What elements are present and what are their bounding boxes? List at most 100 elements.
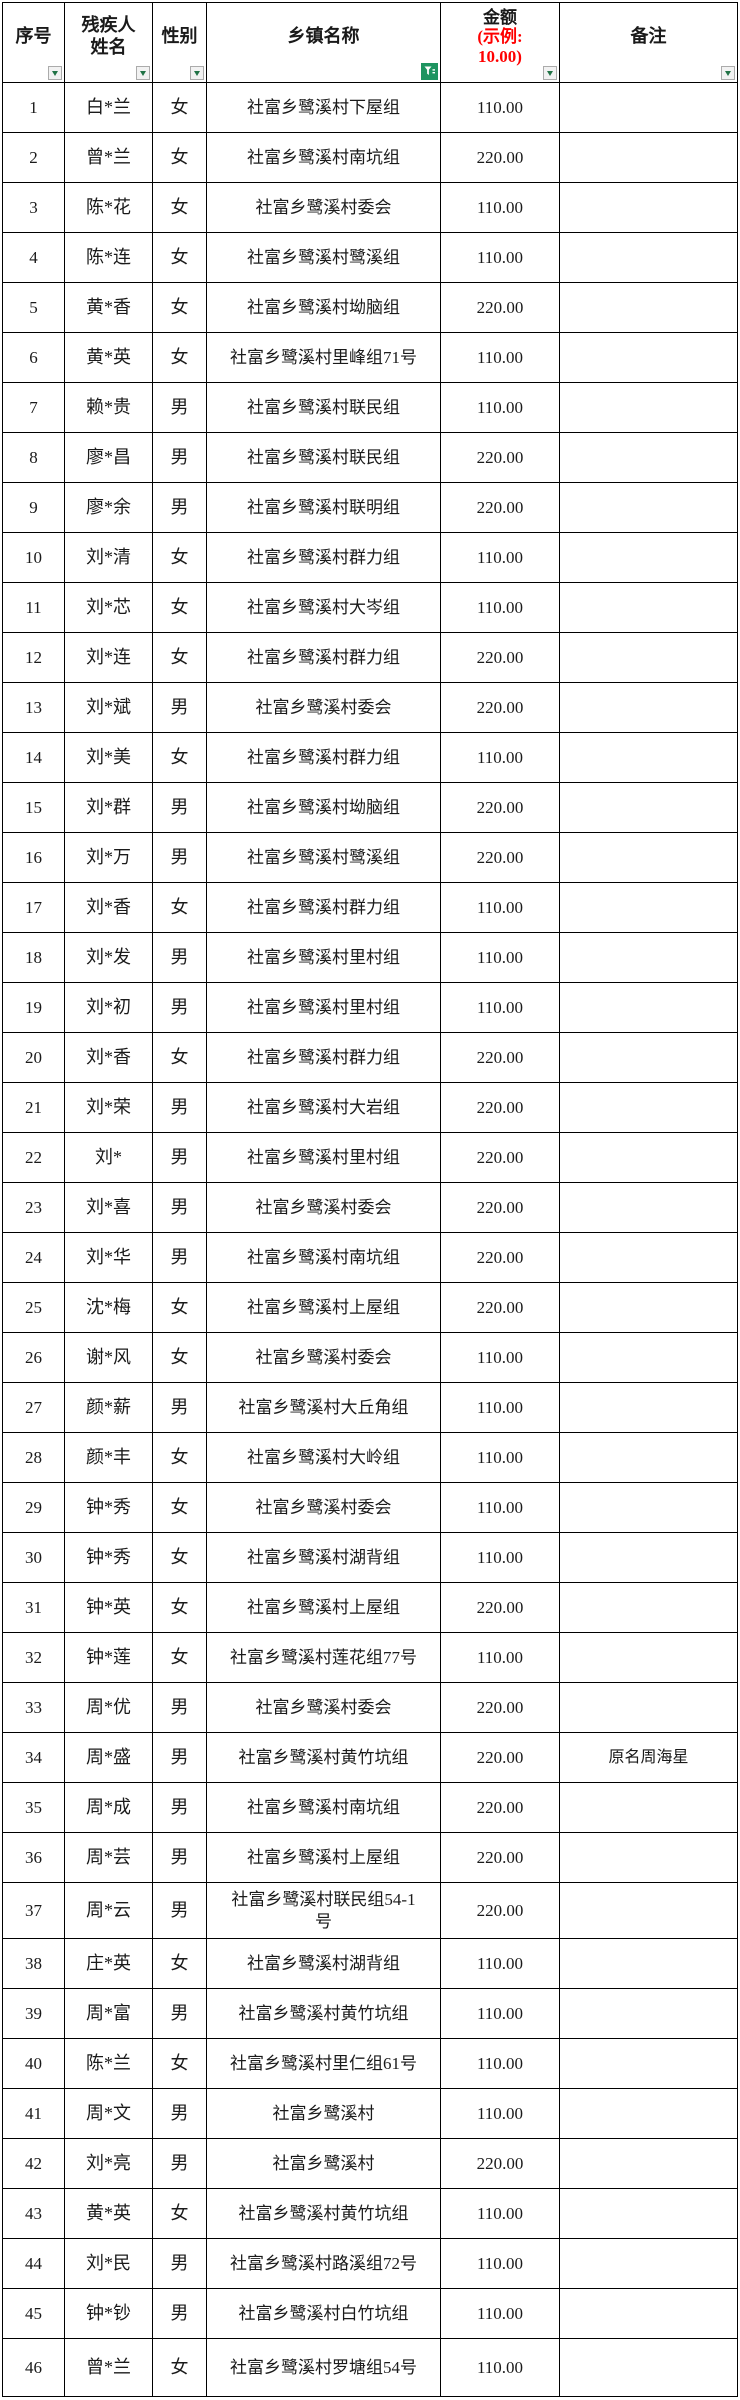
cell-name-row-33[interactable]: 周*优 xyxy=(65,1683,153,1733)
cell-gender-row-20[interactable]: 女 xyxy=(153,1033,207,1083)
cell-no-row-14[interactable]: 14 xyxy=(3,733,65,783)
cell-remark-row-42[interactable] xyxy=(560,2139,738,2189)
cell-no-row-25[interactable]: 25 xyxy=(3,1283,65,1333)
cell-name-row-35[interactable]: 周*成 xyxy=(65,1783,153,1833)
cell-gender-row-4[interactable]: 女 xyxy=(153,233,207,283)
cell-township-row-45[interactable]: 社富乡鹭溪村白竹坑组 xyxy=(207,2289,441,2339)
cell-amount-row-11[interactable]: 110.00 xyxy=(441,583,560,633)
cell-no-row-42[interactable]: 42 xyxy=(3,2139,65,2189)
cell-name-row-7[interactable]: 赖*贵 xyxy=(65,383,153,433)
cell-no-row-13[interactable]: 13 xyxy=(3,683,65,733)
cell-name-row-17[interactable]: 刘*香 xyxy=(65,883,153,933)
cell-name-row-15[interactable]: 刘*群 xyxy=(65,783,153,833)
cell-remark-row-1[interactable] xyxy=(560,83,738,133)
cell-name-row-43[interactable]: 黄*英 xyxy=(65,2189,153,2239)
cell-remark-row-22[interactable] xyxy=(560,1133,738,1183)
cell-name-row-8[interactable]: 廖*昌 xyxy=(65,433,153,483)
cell-name-row-26[interactable]: 谢*风 xyxy=(65,1333,153,1383)
cell-no-row-5[interactable]: 5 xyxy=(3,283,65,333)
cell-township-row-17[interactable]: 社富乡鹭溪村群力组 xyxy=(207,883,441,933)
cell-gender-row-33[interactable]: 男 xyxy=(153,1683,207,1733)
filter-dropdown-gender[interactable] xyxy=(190,66,204,80)
cell-no-row-45[interactable]: 45 xyxy=(3,2289,65,2339)
cell-township-row-43[interactable]: 社富乡鹭溪村黄竹坑组 xyxy=(207,2189,441,2239)
cell-amount-row-14[interactable]: 110.00 xyxy=(441,733,560,783)
cell-township-row-8[interactable]: 社富乡鹭溪村联民组 xyxy=(207,433,441,483)
cell-township-row-29[interactable]: 社富乡鹭溪村委会 xyxy=(207,1483,441,1533)
cell-name-row-4[interactable]: 陈*连 xyxy=(65,233,153,283)
cell-township-row-34[interactable]: 社富乡鹭溪村黄竹坑组 xyxy=(207,1733,441,1783)
cell-amount-row-13[interactable]: 220.00 xyxy=(441,683,560,733)
cell-name-row-16[interactable]: 刘*万 xyxy=(65,833,153,883)
cell-remark-row-21[interactable] xyxy=(560,1083,738,1133)
cell-remark-row-4[interactable] xyxy=(560,233,738,283)
cell-remark-row-9[interactable] xyxy=(560,483,738,533)
cell-remark-row-23[interactable] xyxy=(560,1183,738,1233)
cell-no-row-36[interactable]: 36 xyxy=(3,1833,65,1883)
cell-township-row-31[interactable]: 社富乡鹭溪村上屋组 xyxy=(207,1583,441,1633)
cell-no-row-17[interactable]: 17 xyxy=(3,883,65,933)
cell-township-row-13[interactable]: 社富乡鹭溪村委会 xyxy=(207,683,441,733)
cell-amount-row-25[interactable]: 220.00 xyxy=(441,1283,560,1333)
cell-amount-row-36[interactable]: 220.00 xyxy=(441,1833,560,1883)
cell-amount-row-20[interactable]: 220.00 xyxy=(441,1033,560,1083)
cell-gender-row-1[interactable]: 女 xyxy=(153,83,207,133)
cell-gender-row-21[interactable]: 男 xyxy=(153,1083,207,1133)
cell-name-row-3[interactable]: 陈*花 xyxy=(65,183,153,233)
cell-name-row-9[interactable]: 廖*余 xyxy=(65,483,153,533)
cell-remark-row-39[interactable] xyxy=(560,1989,738,2039)
cell-township-row-5[interactable]: 社富乡鹭溪村坳脑组 xyxy=(207,283,441,333)
cell-remark-row-13[interactable] xyxy=(560,683,738,733)
cell-remark-row-17[interactable] xyxy=(560,883,738,933)
cell-gender-row-25[interactable]: 女 xyxy=(153,1283,207,1333)
cell-name-row-23[interactable]: 刘*喜 xyxy=(65,1183,153,1233)
cell-remark-row-7[interactable] xyxy=(560,383,738,433)
cell-gender-row-46[interactable]: 女 xyxy=(153,2339,207,2397)
cell-name-row-18[interactable]: 刘*发 xyxy=(65,933,153,983)
cell-amount-row-22[interactable]: 220.00 xyxy=(441,1133,560,1183)
cell-amount-row-35[interactable]: 220.00 xyxy=(441,1783,560,1833)
cell-no-row-18[interactable]: 18 xyxy=(3,933,65,983)
cell-township-row-2[interactable]: 社富乡鹭溪村南坑组 xyxy=(207,133,441,183)
cell-township-row-10[interactable]: 社富乡鹭溪村群力组 xyxy=(207,533,441,583)
cell-township-row-38[interactable]: 社富乡鹭溪村湖背组 xyxy=(207,1939,441,1989)
cell-amount-row-37[interactable]: 220.00 xyxy=(441,1883,560,1939)
cell-amount-row-34[interactable]: 220.00 xyxy=(441,1733,560,1783)
cell-amount-row-41[interactable]: 110.00 xyxy=(441,2089,560,2139)
cell-township-row-40[interactable]: 社富乡鹭溪村里仁组61号 xyxy=(207,2039,441,2089)
cell-no-row-22[interactable]: 22 xyxy=(3,1133,65,1183)
cell-name-row-13[interactable]: 刘*斌 xyxy=(65,683,153,733)
cell-township-row-37[interactable]: 社富乡鹭溪村联民组54-1 号 xyxy=(207,1883,441,1939)
cell-no-row-10[interactable]: 10 xyxy=(3,533,65,583)
cell-name-row-34[interactable]: 周*盛 xyxy=(65,1733,153,1783)
cell-remark-row-14[interactable] xyxy=(560,733,738,783)
cell-no-row-26[interactable]: 26 xyxy=(3,1333,65,1383)
cell-name-row-32[interactable]: 钟*莲 xyxy=(65,1633,153,1683)
cell-remark-row-28[interactable] xyxy=(560,1433,738,1483)
cell-gender-row-40[interactable]: 女 xyxy=(153,2039,207,2089)
cell-no-row-8[interactable]: 8 xyxy=(3,433,65,483)
cell-remark-row-33[interactable] xyxy=(560,1683,738,1733)
cell-gender-row-6[interactable]: 女 xyxy=(153,333,207,383)
cell-gender-row-9[interactable]: 男 xyxy=(153,483,207,533)
cell-remark-row-15[interactable] xyxy=(560,783,738,833)
cell-name-row-6[interactable]: 黄*英 xyxy=(65,333,153,383)
cell-remark-row-18[interactable] xyxy=(560,933,738,983)
cell-amount-row-3[interactable]: 110.00 xyxy=(441,183,560,233)
cell-remark-row-12[interactable] xyxy=(560,633,738,683)
cell-name-row-10[interactable]: 刘*清 xyxy=(65,533,153,583)
cell-amount-row-39[interactable]: 110.00 xyxy=(441,1989,560,2039)
cell-remark-row-34[interactable]: 原名周海星 xyxy=(560,1733,738,1783)
cell-gender-row-5[interactable]: 女 xyxy=(153,283,207,333)
cell-amount-row-8[interactable]: 220.00 xyxy=(441,433,560,483)
cell-township-row-28[interactable]: 社富乡鹭溪村大岭组 xyxy=(207,1433,441,1483)
cell-township-row-3[interactable]: 社富乡鹭溪村委会 xyxy=(207,183,441,233)
cell-gender-row-18[interactable]: 男 xyxy=(153,933,207,983)
cell-no-row-24[interactable]: 24 xyxy=(3,1233,65,1283)
cell-no-row-37[interactable]: 37 xyxy=(3,1883,65,1939)
cell-no-row-20[interactable]: 20 xyxy=(3,1033,65,1083)
cell-township-row-42[interactable]: 社富乡鹭溪村 xyxy=(207,2139,441,2189)
cell-amount-row-46[interactable]: 110.00 xyxy=(441,2339,560,2397)
cell-township-row-15[interactable]: 社富乡鹭溪村坳脑组 xyxy=(207,783,441,833)
cell-amount-row-15[interactable]: 220.00 xyxy=(441,783,560,833)
